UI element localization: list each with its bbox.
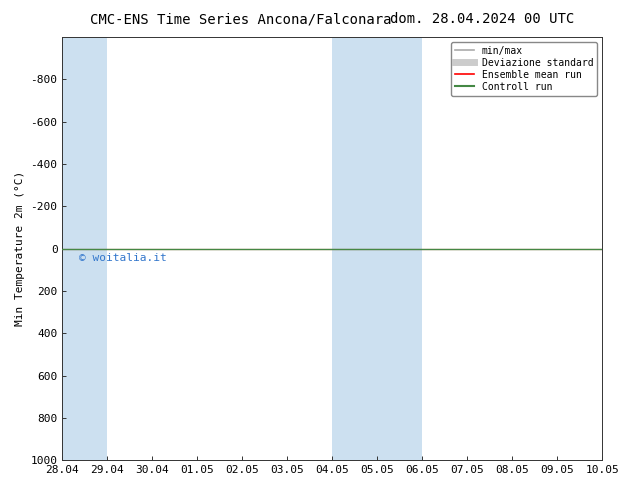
- Bar: [62, 37, 107, 460]
- Y-axis label: Min Temperature 2m (°C): Min Temperature 2m (°C): [15, 171, 25, 326]
- Bar: [332, 37, 377, 460]
- Bar: [377, 37, 422, 460]
- Text: © woitalia.it: © woitalia.it: [79, 253, 166, 263]
- Text: dom. 28.04.2024 00 UTC: dom. 28.04.2024 00 UTC: [390, 12, 574, 26]
- Legend: min/max, Deviazione standard, Ensemble mean run, Controll run: min/max, Deviazione standard, Ensemble m…: [451, 42, 597, 96]
- Text: CMC-ENS Time Series Ancona/Falconara: CMC-ENS Time Series Ancona/Falconara: [90, 12, 392, 26]
